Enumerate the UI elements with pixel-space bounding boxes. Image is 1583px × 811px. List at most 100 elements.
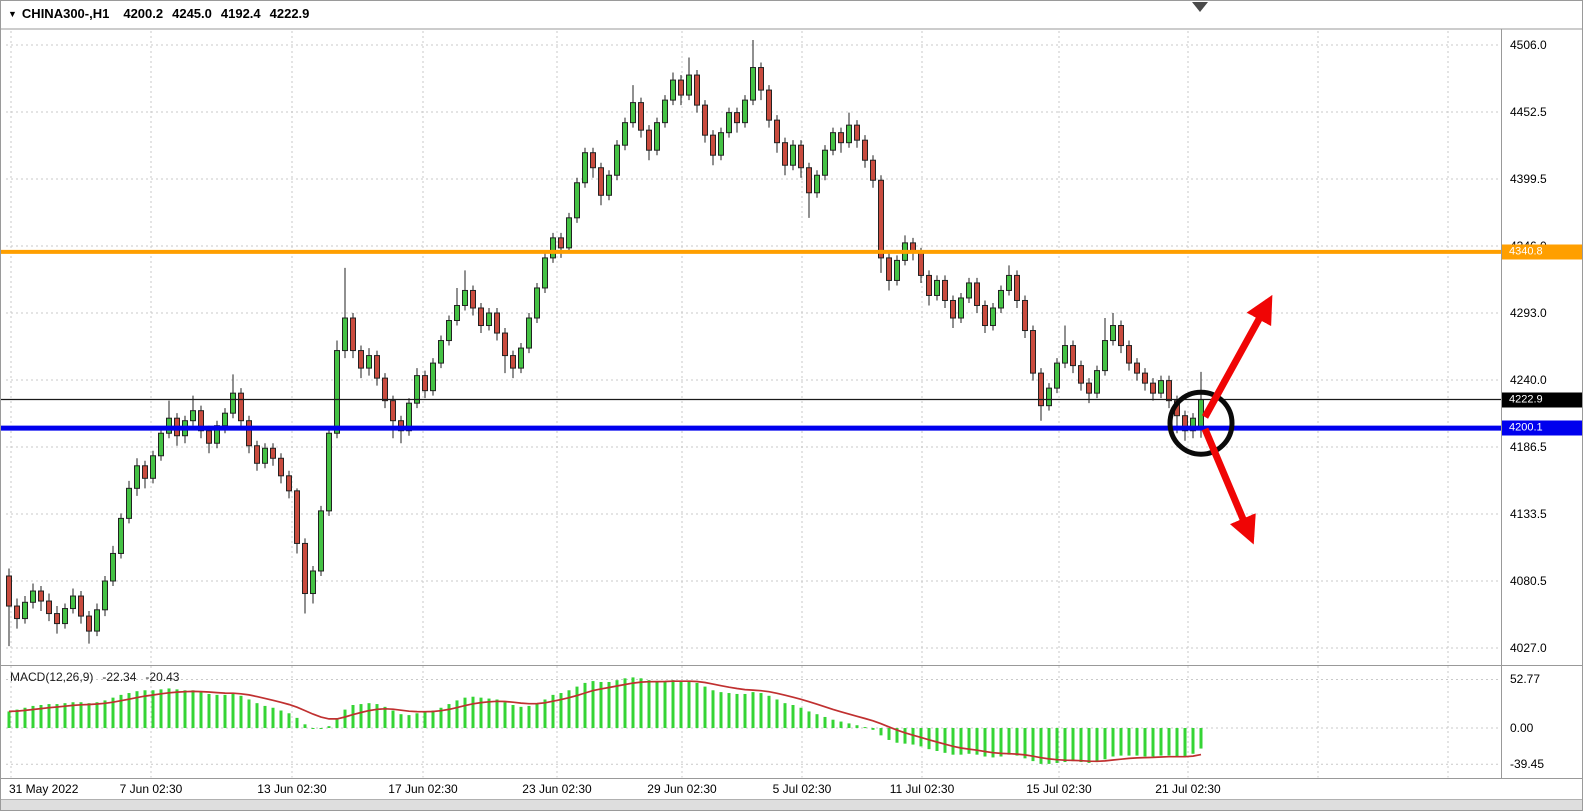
candle: [166, 400, 172, 439]
candle: [374, 350, 380, 386]
macd-name: MACD(12,26,9): [10, 670, 94, 684]
quote-open: 4200.2: [123, 6, 164, 21]
arrow-up-annotation[interactable]: [1201, 294, 1273, 419]
candle: [238, 388, 244, 429]
macd-histogram: [7, 677, 1203, 764]
candle: [558, 232, 564, 258]
candle: [990, 302, 996, 331]
candle: [1142, 368, 1148, 391]
candle: [350, 313, 356, 359]
candle: [286, 470, 292, 499]
candle: [646, 125, 652, 161]
candle: [606, 170, 612, 201]
candle: [342, 267, 348, 359]
candle: [94, 603, 100, 637]
candle: [518, 343, 524, 374]
candle: [734, 107, 740, 133]
candle: [446, 315, 452, 346]
candle: [86, 611, 92, 644]
candle: [742, 95, 748, 128]
candle: [1062, 325, 1068, 369]
symbol-timeframe-label: CHINA300-,H1: [21, 6, 110, 21]
candle: [494, 307, 500, 341]
candle: [310, 565, 316, 604]
horizontal-scrollbar[interactable]: [1, 799, 1582, 810]
macd-signal-value: -20.43: [145, 670, 180, 684]
candle: [1094, 365, 1100, 399]
candle: [998, 285, 1004, 313]
candle: [486, 307, 492, 331]
candle: [1038, 368, 1044, 421]
candle: [958, 292, 964, 324]
candle: [478, 302, 484, 334]
price-tag-current: 4222.9: [1502, 392, 1582, 408]
candle: [702, 100, 708, 143]
candle: [766, 85, 772, 128]
candle: [382, 373, 388, 409]
candle: [262, 443, 268, 469]
candle: [134, 458, 140, 496]
candle: [1150, 378, 1156, 401]
candle: [830, 127, 836, 156]
candle: [358, 345, 364, 379]
highlight-circle[interactable]: [1167, 389, 1235, 457]
candle: [974, 277, 980, 313]
candle: [1078, 360, 1084, 391]
candle: [334, 340, 340, 439]
candle: [110, 545, 116, 587]
candle: [142, 460, 148, 489]
candle: [246, 415, 252, 454]
candle: [1046, 383, 1052, 411]
candle: [1102, 318, 1108, 376]
candle: [62, 603, 68, 629]
candle: [950, 295, 956, 329]
candle: [326, 428, 332, 516]
candle: [6, 568, 12, 647]
candle: [798, 140, 804, 178]
candle: [726, 107, 732, 138]
candle: [30, 583, 36, 609]
candle: [534, 282, 540, 324]
candle: [1022, 295, 1028, 339]
candle: [1134, 358, 1140, 381]
candlestick-series: [6, 39, 1204, 647]
candle: [590, 147, 596, 178]
candle: [462, 270, 468, 311]
candle: [470, 285, 476, 316]
candle: [454, 287, 460, 326]
candle: [718, 127, 724, 161]
macd-indicator-label: MACD(12,26,9) -22.34 -20.43: [10, 670, 179, 684]
candle: [542, 252, 548, 293]
candle: [894, 255, 900, 286]
candle: [910, 237, 916, 261]
candle: [638, 97, 644, 138]
candle: [190, 395, 196, 426]
candle: [198, 405, 204, 439]
candle: [14, 598, 20, 629]
macd-main-value: -22.34: [102, 670, 137, 684]
candle: [878, 175, 884, 273]
price-tag-support: 4200.1: [1502, 420, 1582, 436]
candle: [1006, 265, 1012, 296]
quote-close: 4222.9: [269, 6, 310, 21]
candle: [614, 140, 620, 181]
candle: [662, 95, 668, 128]
candle: [710, 130, 716, 166]
candle: [70, 588, 76, 614]
candle: [150, 450, 156, 484]
candle: [574, 177, 580, 223]
candle: [1110, 313, 1116, 346]
candle: [822, 145, 828, 181]
symbol-dropdown-icon[interactable]: ▼: [8, 8, 17, 19]
candle: [430, 358, 436, 396]
candle: [46, 593, 52, 622]
chart-shift-marker-icon[interactable]: [1192, 2, 1208, 12]
candle: [54, 606, 60, 634]
candle: [678, 75, 684, 106]
arrow-down-annotation[interactable]: [1201, 427, 1256, 545]
candle: [630, 85, 636, 128]
candle: [814, 170, 820, 198]
candle: [422, 370, 428, 399]
quote-high: 4245.0: [172, 6, 212, 21]
